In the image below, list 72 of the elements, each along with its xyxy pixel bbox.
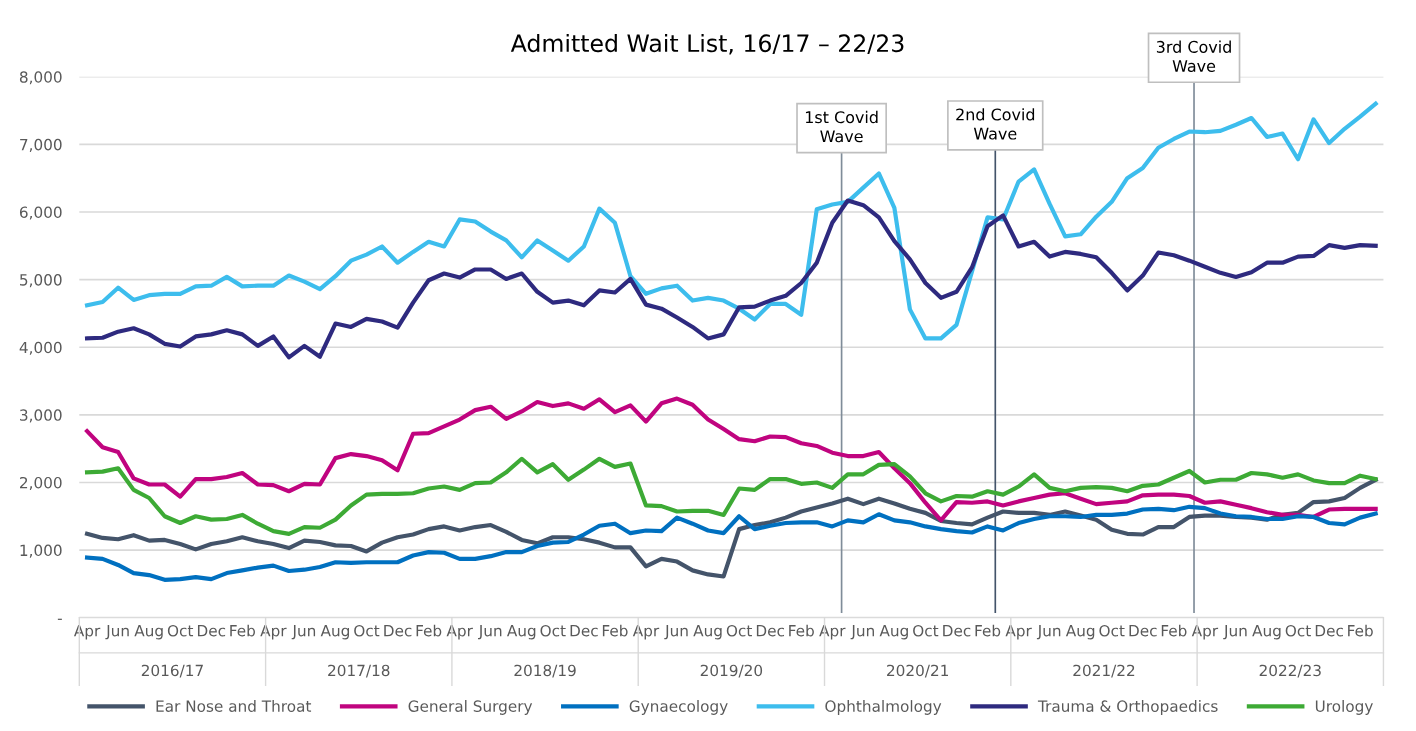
legend-label: General Surgery (408, 700, 533, 715)
x-tick-label: Jun (850, 625, 874, 640)
x-tick-label: Oct (726, 624, 752, 637)
x-tick-label: Apr (632, 625, 660, 640)
x-tick-label: Aug (320, 625, 349, 640)
x-tick-label: Jun (1223, 625, 1247, 640)
line-series (84, 101, 1378, 341)
x-tick-label: Dec (943, 625, 971, 637)
line-series (84, 456, 1378, 536)
x-tick-label: Jun (477, 625, 502, 640)
line-series (84, 396, 1378, 523)
y-tick-label: 5,000 (20, 274, 62, 288)
annotation: 2nd Covid Wave (956, 108, 1035, 140)
x-tick-label: Feb (975, 624, 1001, 637)
y-tick-label: 4,000 (19, 341, 62, 355)
x-tick-label: Oct (540, 624, 566, 637)
x-tick-label: Jun (664, 625, 688, 640)
x-tick-label: Oct (167, 624, 194, 637)
x-tick-label: Apr (819, 625, 846, 640)
text: 3rd Covid Wave (1156, 40, 1231, 73)
y-tick-label: 6,000 (19, 206, 62, 220)
x-tick-label: Dec (384, 625, 412, 637)
text: 2019/20 (700, 664, 763, 678)
x-tick-label: Oct (1285, 624, 1311, 637)
legend-label: Ear Nose and Throat (156, 700, 312, 712)
x-tick-label: Oct (1099, 624, 1125, 637)
y-tick-label: - (57, 618, 62, 620)
x-tick-label: Aug (1252, 625, 1281, 640)
text: 2022/23 (1259, 664, 1321, 678)
x-tick-label: Apr (260, 625, 287, 640)
x-tick-label: Aug (134, 625, 163, 640)
x-tick-label: Apr (1191, 625, 1219, 640)
y-tick-label: 3,000 (20, 409, 62, 423)
x-tick-label: Dec (570, 625, 598, 637)
x-tick-label: Dec (1315, 625, 1343, 637)
legend-label: Urology (1315, 700, 1373, 715)
legend-label: Gynaecology (629, 700, 728, 715)
x-tick-label: Feb (789, 624, 814, 637)
x-tick-label: Jun (1036, 625, 1061, 640)
x-tick-label: Dec (756, 625, 785, 637)
x-tick-label: Aug (506, 625, 536, 640)
y-tick-label: 1,000 (20, 544, 62, 558)
text: 2018/19 (514, 664, 576, 678)
y-tick-label: 7,000 (20, 138, 62, 152)
y-tick-label: 8,000 (19, 71, 62, 85)
x-tick-label: Aug (1065, 625, 1095, 640)
x-tick-label: Feb (1161, 624, 1187, 637)
x-tick-label: Feb (1348, 624, 1373, 637)
x-tick-label: Jun (105, 625, 129, 640)
x-tick-label: Aug (879, 625, 908, 640)
x-tick-label: Dec (197, 625, 226, 637)
x-tick-label: Feb (602, 624, 628, 637)
x-tick-label: Oct (913, 624, 939, 637)
text: 2021/22 (1073, 664, 1135, 678)
line-series (84, 504, 1378, 582)
legend-label: Ophthalmology (825, 700, 942, 715)
text: 2016/17 (141, 664, 203, 678)
line-series (84, 198, 1378, 360)
text: 2020/21 (887, 664, 948, 678)
x-tick-label: Jun (291, 625, 316, 640)
x-tick-label: Feb (416, 624, 442, 637)
legend-label: Trauma & Orthopaedics (1037, 700, 1218, 715)
annotation: 1st Covid Wave (805, 110, 878, 143)
x-tick-label: Apr (1005, 625, 1032, 640)
x-tick-label: Apr (446, 625, 473, 640)
x-tick-label: Dec (1129, 625, 1157, 637)
x-tick-label: Oct (354, 624, 380, 637)
chart-title: Admitted Wait List, 16/17 – 22/23 (510, 33, 904, 55)
text: 2017/18 (328, 664, 390, 678)
x-tick-label: Aug (693, 625, 722, 640)
x-tick-label: Feb (230, 624, 255, 637)
y-tick-label: 2,000 (20, 476, 62, 491)
